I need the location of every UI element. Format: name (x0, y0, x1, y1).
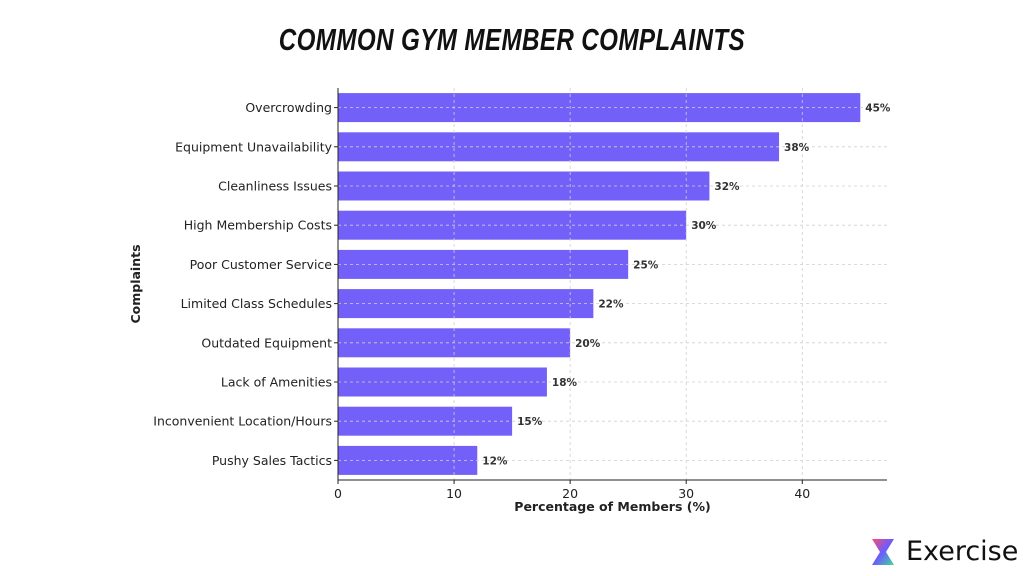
logo-text: Exercise (906, 536, 1019, 567)
y-axis-label: Complaints (128, 244, 143, 323)
y-tick-label: Equipment Unavailability (175, 139, 332, 154)
x-tick-label: 30 (678, 486, 694, 501)
data-label: 30% (691, 220, 717, 232)
data-label: 12% (482, 455, 508, 467)
y-tick-label: Poor Customer Service (190, 257, 333, 272)
y-tick-label: Overcrowding (245, 100, 332, 115)
chart-title: COMMON GYM MEMBER COMPLAINTS (278, 22, 746, 57)
y-tick-label: Outdated Equipment (201, 335, 332, 350)
data-label: 38% (784, 142, 810, 154)
x-axis-label: Percentage of Members (%) (514, 499, 710, 514)
y-tick-label: Lack of Amenities (221, 375, 332, 390)
bar (338, 93, 861, 123)
data-label: 20% (575, 338, 601, 350)
x-tick-label: 40 (794, 486, 810, 501)
y-tick-label: Cleanliness Issues (218, 179, 332, 194)
y-tick-label: Limited Class Schedules (181, 296, 332, 311)
data-label: 45% (865, 103, 891, 115)
exercise-logo: Exercise (868, 536, 1018, 567)
data-label: 22% (598, 299, 624, 311)
data-label: 32% (714, 181, 740, 193)
data-label: 25% (633, 259, 659, 271)
data-label: 18% (552, 377, 578, 389)
y-tick-label: Pushy Sales Tactics (212, 453, 332, 468)
data-label: 15% (517, 416, 543, 428)
x-tick-label: 20 (562, 486, 578, 501)
y-tick-label: Inconvenient Location/Hours (153, 414, 332, 429)
x-tick-label: 10 (446, 486, 462, 501)
x-tick-label: 0 (334, 486, 342, 501)
logo-icon (872, 538, 894, 565)
y-tick-label: High Membership Costs (184, 218, 332, 233)
